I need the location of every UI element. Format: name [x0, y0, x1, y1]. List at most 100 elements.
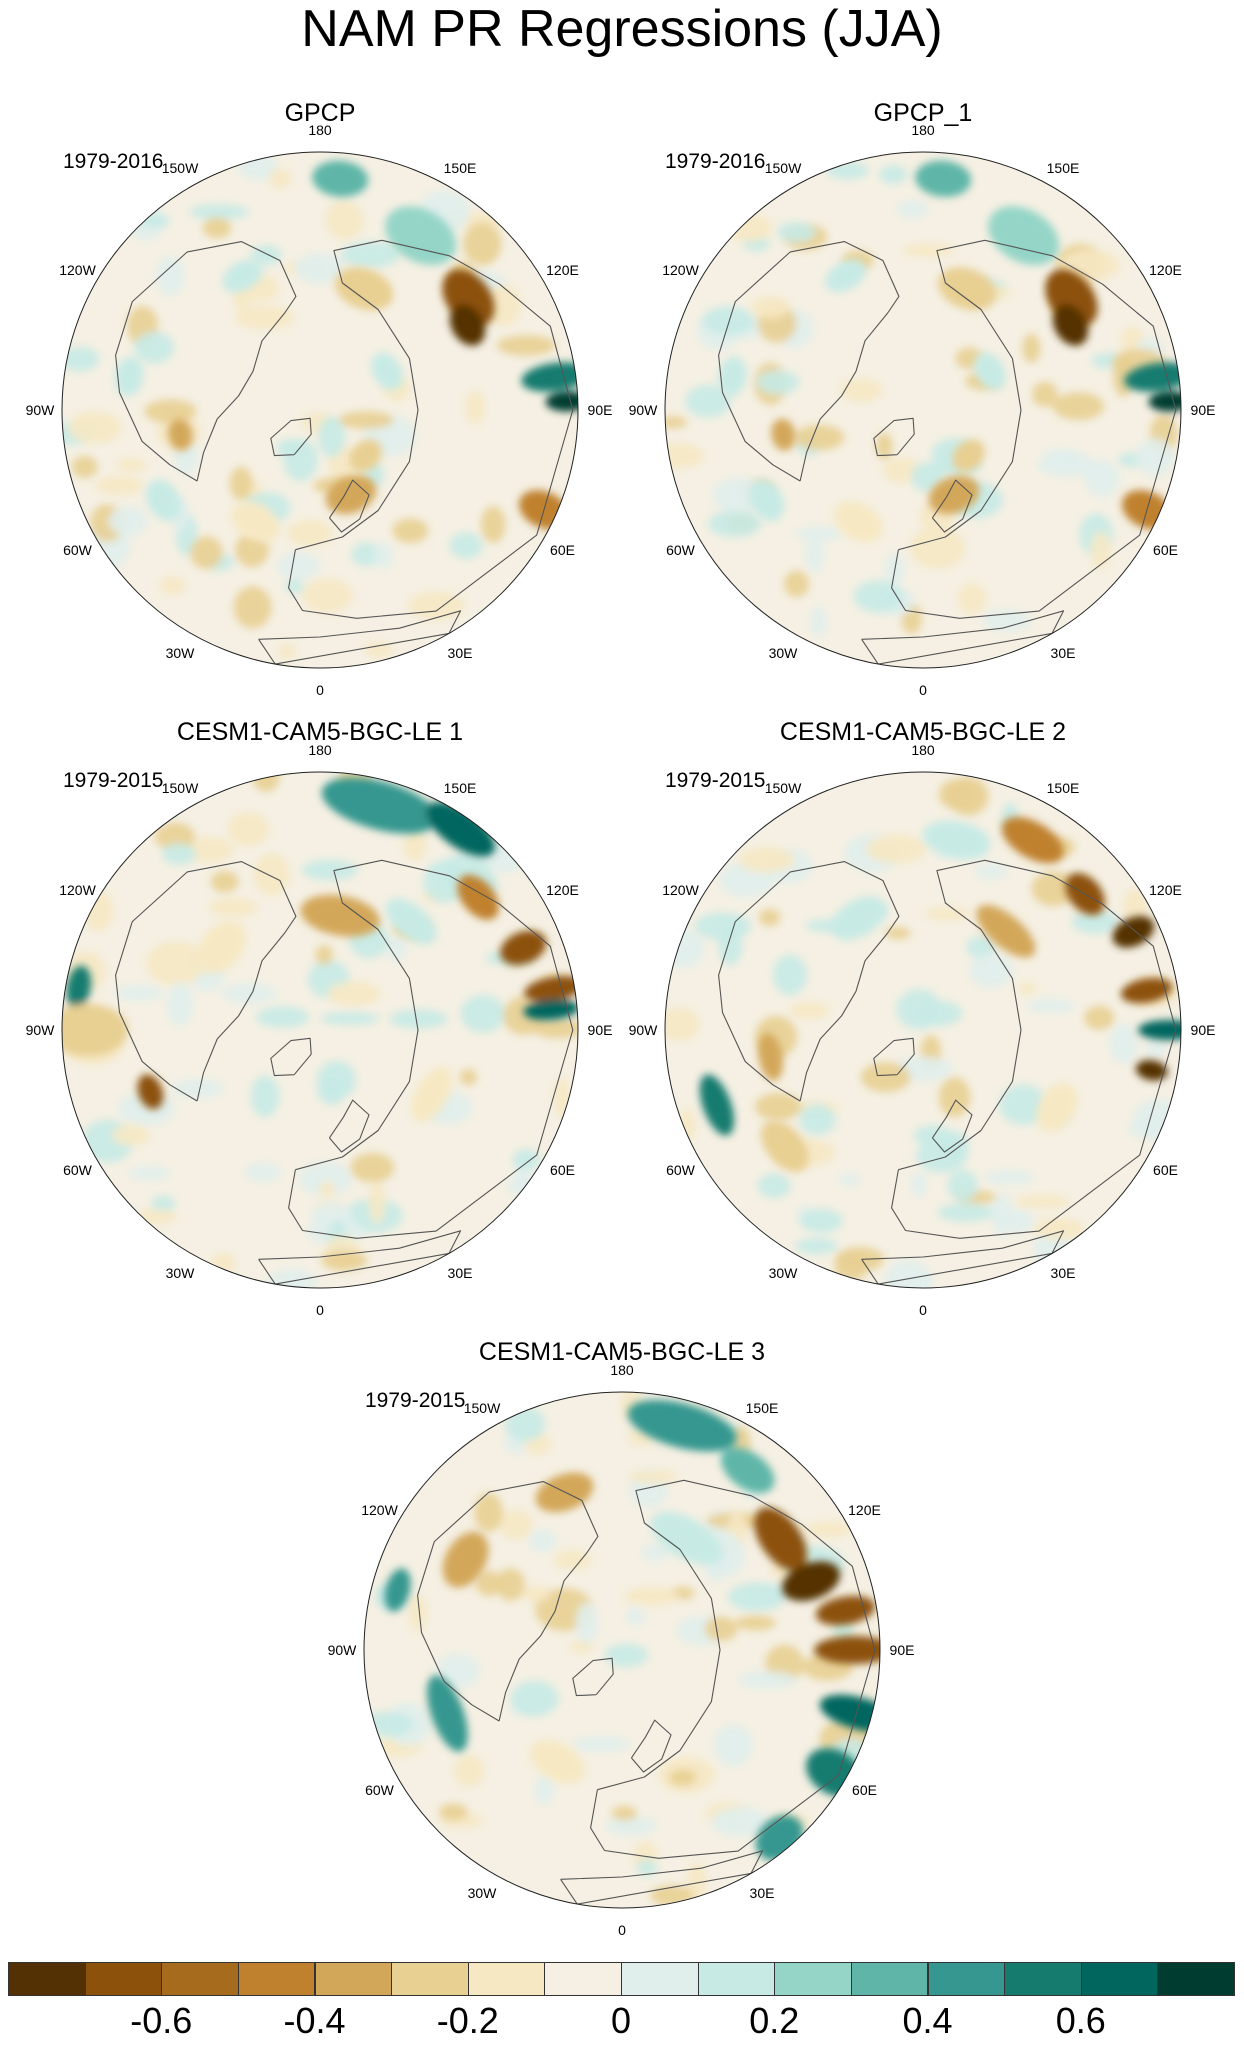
anomaly-patch — [128, 1166, 170, 1181]
longitude-label: 30W — [768, 644, 798, 661]
anomaly-patch — [460, 994, 506, 1033]
longitude-label: 30E — [1050, 644, 1076, 661]
anomaly-patch — [267, 1269, 317, 1288]
longitude-label: 90E — [587, 1022, 613, 1038]
coastline — [328, 1099, 370, 1153]
longitude-label: 90E — [1190, 1022, 1216, 1038]
anomaly-blob — [523, 999, 578, 1021]
anomaly-blob — [530, 1740, 585, 1784]
anomaly-patch — [209, 898, 258, 917]
anomaly-blob — [771, 418, 796, 451]
anomaly-patch — [116, 458, 147, 472]
anomaly-blob — [814, 1636, 880, 1664]
coastline — [590, 1479, 876, 1859]
anomaly-patch — [757, 1173, 791, 1198]
anomaly-patch — [505, 1407, 546, 1442]
longitude-label: 60W — [365, 1782, 394, 1798]
longitude-label: 120E — [848, 1502, 881, 1518]
anomaly-blob — [62, 1004, 128, 1056]
colorbar-box — [850, 1962, 929, 1996]
anomaly-patch — [115, 985, 164, 1001]
anomaly-patch — [947, 1170, 978, 1202]
longitude-label: 90W — [25, 1022, 55, 1038]
coastline — [931, 1099, 973, 1153]
anomaly-patch — [553, 1550, 592, 1570]
colorbar-box — [467, 1962, 546, 1996]
coastline — [115, 861, 297, 1102]
coastline — [115, 241, 297, 482]
coastline — [417, 1481, 599, 1722]
longitude-label: 60W — [666, 542, 695, 558]
longitude-label: 60W — [63, 1162, 92, 1178]
anomaly-patch — [909, 527, 966, 569]
anomaly-patch — [286, 519, 333, 547]
anomaly-patch — [711, 1807, 769, 1836]
coastline — [572, 1657, 614, 1697]
anomaly-patch — [256, 1006, 310, 1028]
colorbar-tick-label: -0.2 — [436, 2000, 499, 2041]
longitude-label: 60E — [550, 1162, 575, 1178]
anomaly-patch — [496, 1568, 525, 1601]
anomaly-patch — [364, 641, 393, 658]
longitude-label: 120W — [662, 882, 699, 898]
anomaly-patch — [510, 1680, 559, 1717]
anomaly-blob — [384, 1568, 411, 1612]
anomaly-blob — [782, 1561, 840, 1601]
anomaly-blob — [650, 1511, 723, 1565]
panel-title: CESM1-CAM5-BGC-LE 3 — [478, 1338, 766, 1366]
anomaly-patch — [155, 822, 195, 851]
longitude-label: 60E — [1153, 542, 1178, 558]
anomaly-blob — [952, 439, 985, 472]
anomaly-patch — [95, 476, 144, 495]
longitude-label: 180 — [308, 122, 332, 138]
anomaly-blob — [758, 1033, 784, 1081]
anomaly-blob — [411, 1067, 453, 1122]
coastline — [718, 241, 900, 482]
map-panel-cesm-3: CESM1-CAM5-BGC-LE 3 1979-2015 180 150E 120… — [328, 1338, 915, 1938]
panel-title: GPCP_1 — [873, 99, 973, 127]
anomaly-blob — [426, 801, 495, 857]
anomaly-blob — [231, 501, 280, 542]
anomaly-blob — [321, 777, 439, 834]
anomaly-patch — [1031, 871, 1076, 906]
anomaly-blob — [1036, 1083, 1078, 1132]
anomaly-blob — [754, 1507, 807, 1571]
anomaly-patch — [465, 390, 486, 425]
anomaly-patch — [668, 1769, 697, 1786]
anomaly-patch — [350, 1152, 395, 1183]
panel-title: CESM1-CAM5-BGC-LE 2 — [779, 718, 1067, 746]
longitude-label: 30W — [768, 1264, 798, 1281]
anomaly-patch — [453, 1754, 485, 1787]
colorbar-tick-label: 0.4 — [902, 2000, 953, 2041]
anomaly-patch — [320, 1012, 380, 1025]
longitude-label: 90E — [889, 1642, 915, 1658]
anomaly-patch — [475, 1570, 503, 1596]
anomaly-patch — [1026, 998, 1076, 1013]
colorbar-box — [544, 1962, 622, 1996]
anomaly-blob — [524, 975, 578, 1002]
anomaly-patch — [839, 1173, 861, 1187]
anomaly-patch — [985, 1170, 1034, 1185]
anomaly-patch — [327, 981, 380, 1007]
map-boundary — [664, 771, 1182, 1289]
anomaly-patch — [227, 812, 269, 846]
anomaly-patch — [210, 870, 239, 893]
anomaly-patch — [68, 411, 122, 444]
anomaly-patch — [611, 1806, 638, 1821]
anomaly-patch — [575, 1602, 598, 1644]
longitude-label: 120E — [546, 262, 579, 278]
anomaly-patch — [910, 1172, 928, 1197]
colorbar-box — [8, 1962, 86, 1996]
anomaly-patch — [948, 777, 989, 816]
coastline — [873, 417, 915, 457]
colorbar-box — [391, 1962, 469, 1996]
longitude-label: 180 — [911, 122, 935, 138]
anomaly-patch — [463, 222, 502, 266]
anomaly-patch — [799, 1103, 836, 1135]
anomaly-patch — [572, 1736, 631, 1752]
longitude-label: 150W — [463, 1399, 501, 1416]
longitude-label: 150E — [443, 159, 477, 176]
colorbar-box — [1004, 1962, 1082, 1996]
coastline — [270, 1037, 312, 1077]
anomaly-patch — [202, 217, 232, 239]
